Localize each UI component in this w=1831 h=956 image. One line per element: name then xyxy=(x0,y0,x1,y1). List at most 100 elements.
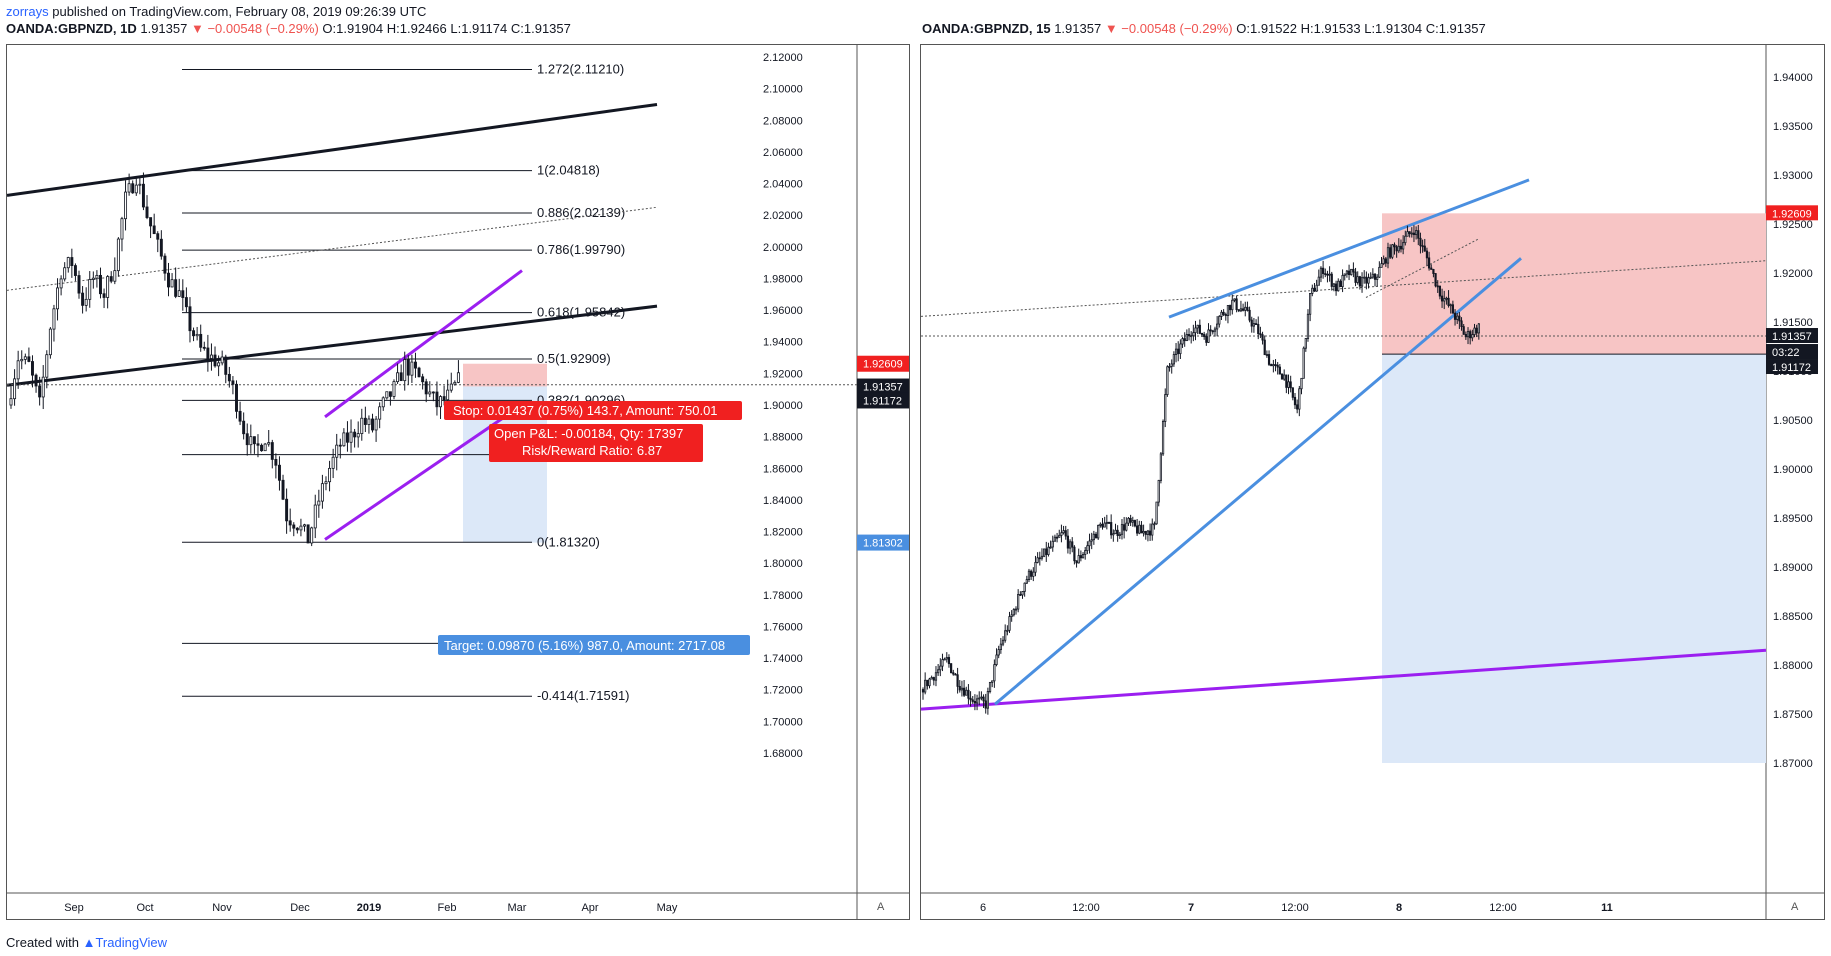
left-auto-scale-button[interactable]: A xyxy=(877,901,885,913)
right-candle-body xyxy=(1369,276,1372,279)
publish-header: zorrays published on TradingView.com, Fe… xyxy=(6,4,426,19)
footer-brand[interactable]: TradingView xyxy=(95,935,168,950)
right-candle-body xyxy=(1185,334,1188,342)
tradingview-logo-icon[interactable]: ▲ xyxy=(82,935,96,950)
left-symbol[interactable]: OANDA:GBPNZD, 1D xyxy=(6,21,137,36)
right-mid-dotted xyxy=(1365,238,1480,298)
right-symbol[interactable]: OANDA:GBPNZD, 15 xyxy=(922,21,1051,36)
right-candle-body xyxy=(1001,639,1005,645)
right-candle-body xyxy=(1148,530,1152,536)
right-candle-body xyxy=(1291,387,1294,398)
right-candle-body xyxy=(1021,591,1024,596)
right-candle-body xyxy=(1075,560,1078,564)
left-candle-body xyxy=(260,444,264,452)
right-candle-body xyxy=(1019,594,1022,596)
right-candle-body xyxy=(1393,244,1396,248)
right-candle-body xyxy=(991,680,994,683)
left-candle-body xyxy=(439,396,442,408)
right-candle-body xyxy=(1408,231,1411,234)
right-candle-body xyxy=(1123,524,1126,531)
left-candle-body xyxy=(274,459,278,466)
target-label-box[interactable] xyxy=(438,635,750,655)
left-candle-body xyxy=(453,381,457,385)
left-candle-body xyxy=(431,391,435,394)
right-candle-body xyxy=(1274,364,1277,366)
right-candle-body xyxy=(956,674,959,687)
right-price-tag-text-low: 1.91172 xyxy=(1772,362,1811,374)
target-label-text: Target: 0.09870 (5.16%) 987.0, Amount: 2… xyxy=(444,638,725,653)
right-x-tick-label: 12:00 xyxy=(1489,902,1517,914)
right-candle-body xyxy=(1252,323,1256,327)
left-candle-body xyxy=(213,354,217,367)
right-low: L:1.91304 xyxy=(1364,21,1423,36)
right-chart-svg[interactable]: 1.94000 1.93500 1.93000 1.92500 1.92000 1.915… xyxy=(921,45,1824,919)
right-candle-body xyxy=(1043,548,1046,557)
left-chart-pane[interactable]: 1.272(2.11210) 1(2.04818) 0.886(2.02139) 0.… xyxy=(6,44,910,920)
right-candle-body xyxy=(1425,250,1429,259)
right-candle-body xyxy=(1207,329,1210,343)
pnl-label-box[interactable] xyxy=(489,424,703,462)
left-candle-body xyxy=(131,183,135,194)
left-chart-svg[interactable]: 1.272(2.11210) 1(2.04818) 0.886(2.02139) 0.… xyxy=(7,45,909,919)
right-candle-body xyxy=(1040,555,1044,559)
right-x-tick-label: 12:00 xyxy=(1072,902,1100,914)
stop-label-box[interactable] xyxy=(444,401,742,420)
right-candle-body xyxy=(1174,348,1178,356)
right-candle-body xyxy=(1339,280,1342,288)
right-price-tag-text-stop: 1.92609 xyxy=(1772,208,1812,220)
right-candle-body xyxy=(1272,364,1275,367)
right-candle-body xyxy=(1030,570,1033,577)
left-candle-body xyxy=(231,380,235,385)
right-candle-body xyxy=(1283,374,1286,380)
left-candle-body xyxy=(388,391,392,397)
left-candle-body xyxy=(99,274,102,295)
left-candle-body xyxy=(109,276,113,282)
left-candle-body xyxy=(295,527,299,531)
left-candle-body xyxy=(406,359,410,376)
right-candle-body xyxy=(1440,295,1444,302)
right-candle-body xyxy=(1326,273,1329,276)
left-candle-body xyxy=(306,524,310,544)
left-candle-body xyxy=(328,467,332,483)
right-chart-pane[interactable]: 1.94000 1.93500 1.93000 1.92500 1.92000 1.915… xyxy=(920,44,1825,920)
right-candle-body xyxy=(1380,263,1383,268)
right-candle-body xyxy=(1241,308,1245,311)
left-x-tick-label: Feb xyxy=(438,902,457,914)
right-candle-body xyxy=(952,672,955,675)
right-auto-scale-button[interactable]: A xyxy=(1791,901,1799,913)
right-candle-body xyxy=(1010,614,1013,617)
left-y-tick-label: 1.84000 xyxy=(763,495,803,507)
left-x-tick-label: Nov xyxy=(212,902,232,914)
left-candle-body xyxy=(174,279,178,297)
right-candle-body xyxy=(1079,555,1082,559)
left-price-tag-text-last: 1.91357 xyxy=(863,382,903,394)
right-price-tag-text-last: 1.91357 xyxy=(1772,331,1812,343)
left-candle-body xyxy=(145,206,149,218)
left-candle-body xyxy=(288,520,292,526)
left-candle-body xyxy=(106,276,110,298)
right-candle-body xyxy=(947,657,951,665)
right-candle-body xyxy=(1451,304,1454,314)
right-candle-body xyxy=(1133,520,1137,527)
right-candle-body xyxy=(1261,334,1264,341)
right-candle-body xyxy=(1317,276,1320,286)
right-candle-body xyxy=(1192,332,1195,337)
right-y-tick-label: 1.89500 xyxy=(1773,513,1813,525)
fib-level-label: 0.5(1.92909) xyxy=(537,351,611,366)
right-candle-body xyxy=(1443,298,1446,302)
right-price-tag-text-countdown: 03:22 xyxy=(1772,347,1800,359)
right-candle-body xyxy=(1341,275,1344,288)
left-candle-body xyxy=(48,328,52,356)
right-candle-body xyxy=(1434,273,1437,287)
right-candle-body xyxy=(973,701,977,704)
right-candle-body xyxy=(937,669,940,674)
right-candle-body xyxy=(1280,373,1284,380)
right-candle-body xyxy=(988,681,992,692)
right-candle-body xyxy=(1311,287,1314,294)
author-link[interactable]: zorrays xyxy=(6,4,49,19)
fib-level-label: 0.786(1.99790) xyxy=(537,242,625,257)
right-candle-body xyxy=(1131,520,1134,523)
left-candle-body xyxy=(91,277,95,280)
right-candle-body xyxy=(980,696,983,699)
left-candle-body xyxy=(410,361,414,376)
